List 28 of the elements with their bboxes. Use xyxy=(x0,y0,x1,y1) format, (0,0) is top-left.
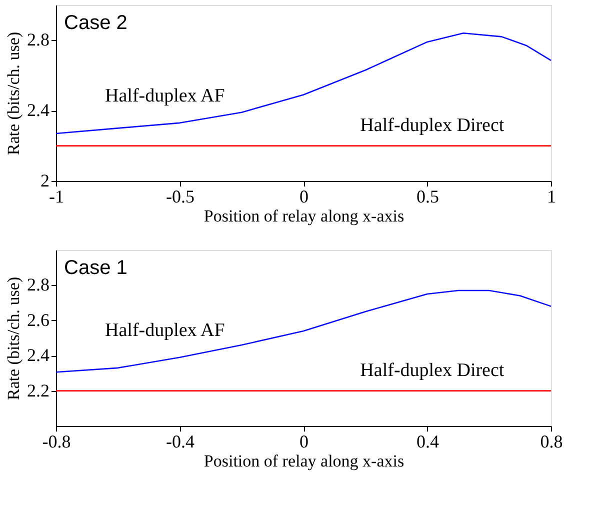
y-tick-label: 2 xyxy=(40,170,50,190)
x-tick-label: 0.4 xyxy=(416,432,439,452)
x-tick-label: 0.8 xyxy=(540,432,563,452)
y-tick-label: 2.2 xyxy=(27,380,50,400)
x-tick-label: 0 xyxy=(300,432,308,452)
y-tick-label: 2.4 xyxy=(27,100,50,120)
y-axis-title: Rate (bits/ch. use) xyxy=(4,276,23,400)
x-tick-label: 0.5 xyxy=(416,186,439,206)
x-tick-label: -0.8 xyxy=(42,432,71,452)
y-tick-label: 2.8 xyxy=(27,30,50,50)
y-tick-label: 2.8 xyxy=(27,274,50,295)
x-tick-label: 1 xyxy=(547,186,556,206)
x-axis-title: Position of relay along x-axis xyxy=(204,206,404,226)
line-series xyxy=(55,32,552,134)
series-label: Half-duplex AF xyxy=(105,85,225,106)
x-tick-label: -1 xyxy=(49,186,64,206)
y-tick-label: 2.6 xyxy=(27,310,50,330)
series-label: Half-duplex Direct xyxy=(360,360,505,382)
x-tick-label: 0 xyxy=(300,186,308,206)
x-axis-title: Position of relay along x-axis xyxy=(204,452,404,470)
annotation: Case 2 xyxy=(64,12,128,34)
x-tick-label: -0.5 xyxy=(166,186,194,206)
series-label: Half-duplex AF xyxy=(105,320,225,341)
annotation: Case 1 xyxy=(64,257,128,279)
x-tick-label: -0.4 xyxy=(166,432,194,452)
series-label: Half-duplex Direct xyxy=(360,115,505,136)
y-axis-title: Rate (bits/ch. use) xyxy=(4,32,23,156)
y-tick-label: 2.4 xyxy=(27,345,50,366)
